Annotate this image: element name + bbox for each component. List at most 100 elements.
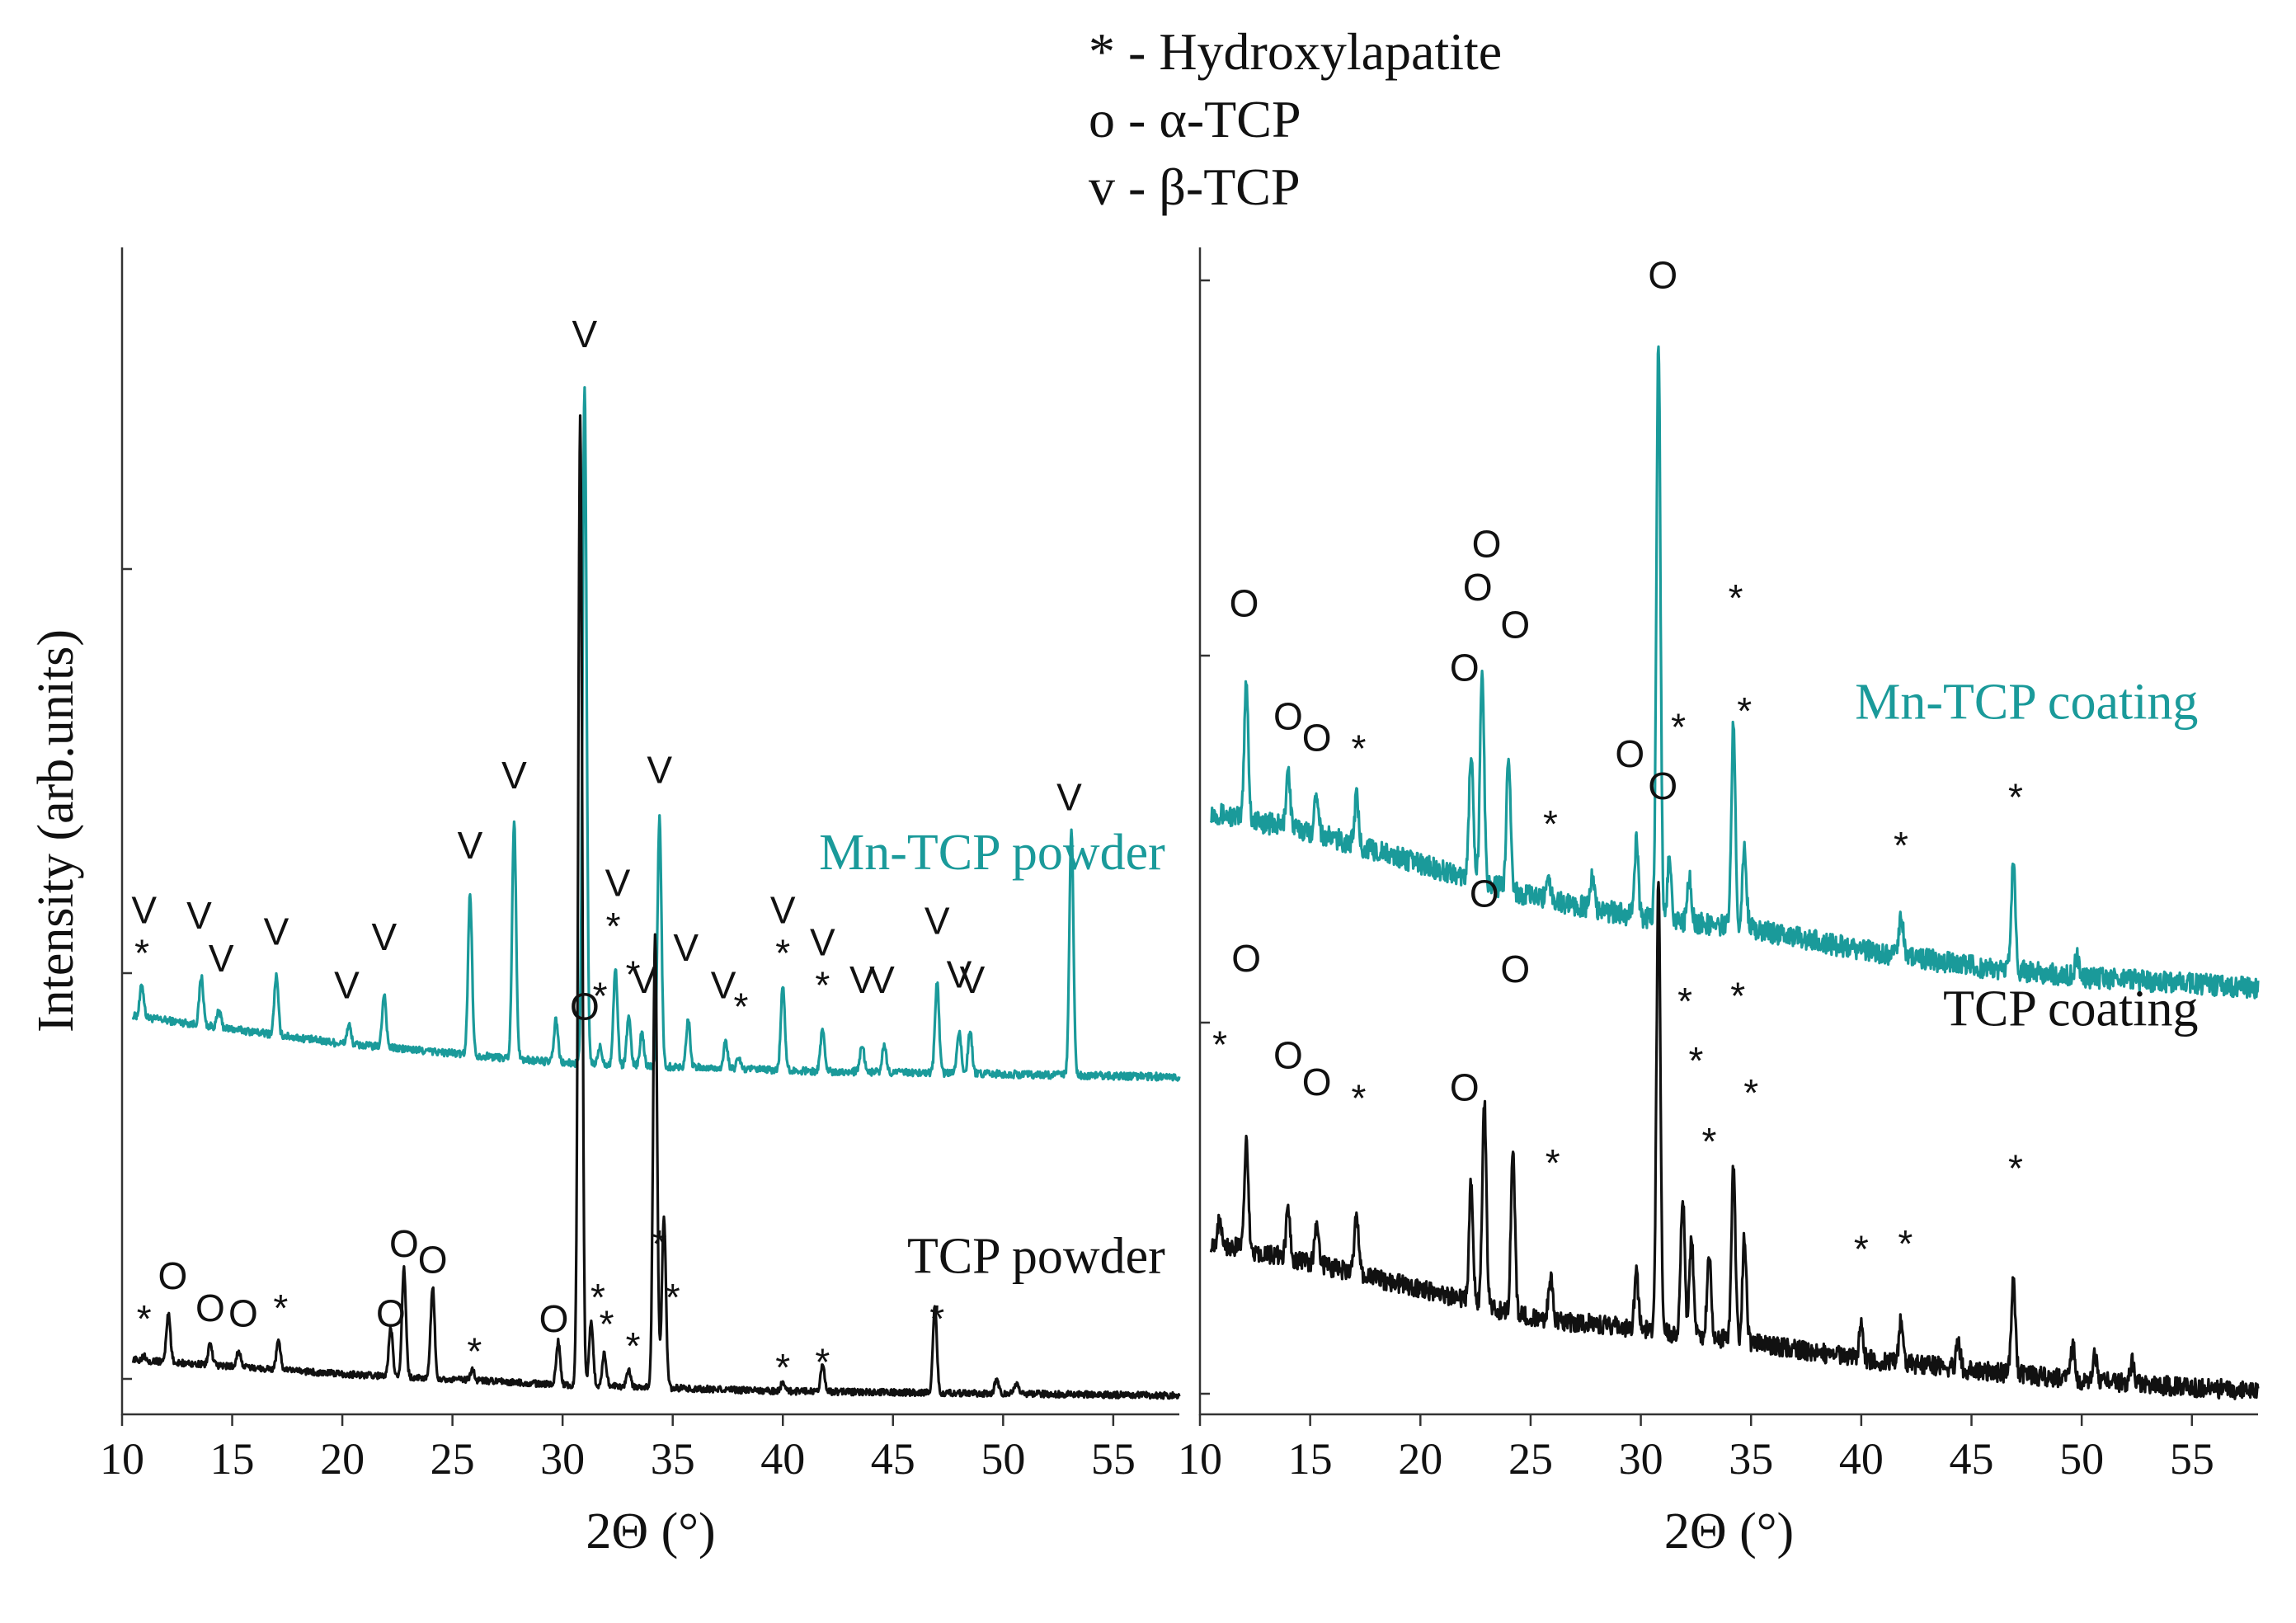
tcp-coating-marker-hydroxylapatite-0: * xyxy=(1212,1023,1227,1066)
tcp-powder-marker-hydroxylapatite-12: * xyxy=(600,1303,614,1346)
mn-tcp-powder-marker-beta-tcp-20: V xyxy=(770,888,796,931)
mn-tcp-powder-marker-beta-tcp-7: V xyxy=(458,824,483,867)
tcp-coating-marker-hydroxylapatite-4: * xyxy=(1351,1077,1366,1120)
left-x-tick-label-20: 20 xyxy=(320,1434,365,1484)
tcp-powder-marker-hydroxylapatite-17: * xyxy=(815,1340,830,1383)
tcp-powder-marker-hydroxylapatite-16: * xyxy=(775,1346,790,1389)
mn-tcp-coating-marker-hydroxylapatite-12: * xyxy=(1729,576,1743,619)
tcp-powder-marker-hydroxylapatite-15: * xyxy=(666,1276,680,1319)
mn-tcp-powder-marker-beta-tcp-6: V xyxy=(371,915,397,958)
tcp-coating-marker-hydroxylapatite-13: * xyxy=(1730,975,1745,1018)
mn-tcp-powder-marker-beta-tcp-16: V xyxy=(673,926,699,969)
left-x-tick-label-35: 35 xyxy=(651,1434,695,1484)
mn-tcp-coating-trace xyxy=(1209,345,2260,1000)
mn-tcp-powder-marker-beta-tcp-5: V xyxy=(334,964,360,1007)
tcp-coating-marker-hydroxylapatite-16: * xyxy=(1898,1222,1913,1265)
mn-tcp-powder-marker-beta-tcp-12: V xyxy=(605,862,631,905)
mn-tcp-coating-marker-hydroxylapatite-14: * xyxy=(1894,824,1908,867)
mn-tcp-powder-label: Mn-TCP powder xyxy=(819,825,1165,881)
tcp-powder-marker-hydroxylapatite-18: * xyxy=(929,1297,944,1340)
mn-tcp-powder-marker-hydroxylapatite-11: * xyxy=(606,905,621,948)
tcp-powder-marker-alpha-tcp-3: O xyxy=(228,1292,258,1335)
mn-tcp-powder-marker-hydroxylapatite-10: * xyxy=(593,975,608,1018)
mn-tcp-powder-marker-beta-tcp-15: V xyxy=(647,749,672,792)
mn-tcp-coating-marker-alpha-tcp-9: O xyxy=(1615,732,1644,775)
right-x-tick-label-35: 35 xyxy=(1729,1434,1773,1484)
tcp-powder-marker-hydroxylapatite-4: * xyxy=(273,1287,288,1329)
tcp-powder-marker-hydroxylapatite-11: * xyxy=(590,1276,605,1319)
left-x-tick-label-50: 50 xyxy=(981,1434,1025,1484)
mn-tcp-coating-marker-alpha-tcp-0: O xyxy=(1230,581,1259,624)
left-x-tick-label-30: 30 xyxy=(540,1434,585,1484)
mn-tcp-powder-marker-hydroxylapatite-18: * xyxy=(734,986,749,1028)
tcp-coating-marker-alpha-tcp-7: O xyxy=(1500,948,1530,990)
tcp-coating-marker-alpha-tcp-6: O xyxy=(1470,873,1499,915)
mn-tcp-coating-marker-alpha-tcp-7: O xyxy=(1500,603,1530,646)
mn-tcp-powder-marker-beta-tcp-3: V xyxy=(209,937,234,980)
tcp-coating-marker-alpha-tcp-3: O xyxy=(1302,1061,1332,1103)
left-x-axis-label: 2Θ (°) xyxy=(586,1503,715,1559)
mn-tcp-coating-marker-hydroxylapatite-3: * xyxy=(1351,727,1366,770)
tcp-powder-marker-hydroxylapatite-8: * xyxy=(467,1329,482,1372)
tcp-powder-marker-alpha-tcp-10: O xyxy=(570,986,600,1028)
mn-tcp-powder-marker-beta-tcp-14: V xyxy=(632,958,657,1001)
tcp-coating-marker-hydroxylapatite-12: * xyxy=(1701,1120,1716,1163)
mn-tcp-powder-marker-beta-tcp-23: V xyxy=(849,958,875,1001)
tcp-powder-marker-alpha-tcp-1: O xyxy=(158,1254,188,1297)
tcp-coating-marker-hydroxylapatite-15: * xyxy=(1854,1227,1869,1270)
left-x-tick-label-15: 15 xyxy=(210,1434,255,1484)
tcp-powder-marker-hydroxylapatite-14: * xyxy=(652,1222,667,1265)
mn-tcp-coating-marker-alpha-tcp-6: O xyxy=(1472,523,1502,566)
tcp-powder-marker-alpha-tcp-2: O xyxy=(195,1287,225,1329)
legend-beta-tcp: v - β-TCP xyxy=(1089,158,1301,216)
mn-tcp-coating-marker-alpha-tcp-2: O xyxy=(1302,716,1332,759)
left-y-axis-label: Intensity (arb.units) xyxy=(28,629,84,1033)
tcp-powder-marker-alpha-tcp-6: O xyxy=(389,1222,419,1265)
mn-tcp-powder-marker-beta-tcp-28: V xyxy=(1056,775,1082,818)
tcp-coating-trace xyxy=(1209,881,2260,1400)
mn-tcp-coating-marker-hydroxylapatite-8: * xyxy=(1543,802,1558,845)
tcp-coating-marker-hydroxylapatite-8: * xyxy=(1546,1141,1560,1184)
right-x-tick-label-25: 25 xyxy=(1508,1434,1553,1484)
right-x-axis-label: 2Θ (°) xyxy=(1664,1503,1794,1559)
tcp-powder-marker-hydroxylapatite-13: * xyxy=(626,1324,641,1367)
mn-tcp-powder-marker-beta-tcp-25: V xyxy=(925,899,950,942)
left-x-tick-label-55: 55 xyxy=(1091,1434,1136,1484)
tcp-powder-label: TCP powder xyxy=(907,1228,1165,1284)
mn-tcp-powder-marker-hydroxylapatite-0: * xyxy=(134,931,149,974)
tcp-coating-label: TCP coating xyxy=(1943,981,2198,1037)
tcp-coating-marker-alpha-tcp-5: O xyxy=(1450,1066,1480,1109)
mn-tcp-powder-marker-beta-tcp-24: V xyxy=(869,958,895,1001)
left-x-tick-label-45: 45 xyxy=(871,1434,915,1484)
legend: * - Hydroxylapatite o - α-TCP v - β-TCP xyxy=(1089,18,1502,221)
left-panel: 10 15 20 25 30 35 40 45 50 55 2Θ (°) Intensity (arb… xyxy=(28,247,1181,1559)
right-x-tick-label-55: 55 xyxy=(2170,1434,2214,1484)
left-x-tick-label-40: 40 xyxy=(760,1434,805,1484)
right-x-tick-label-10: 10 xyxy=(1178,1434,1222,1484)
right-x-tick-label-20: 20 xyxy=(1398,1434,1442,1484)
mn-tcp-powder-marker-beta-tcp-8: V xyxy=(501,754,527,797)
legend-alpha-tcp: o - α-TCP xyxy=(1089,90,1301,148)
left-x-tick-label-25: 25 xyxy=(430,1434,475,1484)
tcp-coating-marker-hydroxylapatite-11: * xyxy=(1688,1039,1703,1082)
mn-tcp-powder-marker-hydroxylapatite-19: * xyxy=(775,931,790,974)
tcp-coating-marker-hydroxylapatite-14: * xyxy=(1743,1071,1758,1114)
left-x-tick-label-10: 10 xyxy=(100,1434,144,1484)
tcp-coating-marker-alpha-tcp-2: O xyxy=(1273,1033,1303,1076)
tcp-powder-marker-alpha-tcp-9: O xyxy=(539,1297,569,1340)
mn-tcp-coating-label: Mn-TCP coating xyxy=(1855,674,2198,730)
tcp-coating-marker-alpha-tcp-9: O xyxy=(1648,764,1677,807)
tcp-powder-trace xyxy=(131,414,1181,1400)
mn-tcp-powder-marker-beta-tcp-2: V xyxy=(186,894,212,937)
mn-tcp-powder-marker-hydroxylapatite-13: * xyxy=(626,953,641,996)
right-x-tick-label-50: 50 xyxy=(2059,1434,2104,1484)
tcp-powder-marker-hydroxylapatite-0: * xyxy=(137,1297,152,1340)
legend-hydroxylapatite: * - Hydroxylapatite xyxy=(1089,22,1503,81)
mn-tcp-powder-marker-beta-tcp-27: V xyxy=(960,958,986,1001)
mn-tcp-coating-marker-hydroxylapatite-13: * xyxy=(1737,689,1752,732)
mn-tcp-powder-marker-hydroxylapatite-21: * xyxy=(815,964,830,1007)
tcp-coating-marker-hydroxylapatite-17: * xyxy=(2008,1146,2023,1189)
mn-tcp-coating-marker-alpha-tcp-1: O xyxy=(1273,694,1303,737)
